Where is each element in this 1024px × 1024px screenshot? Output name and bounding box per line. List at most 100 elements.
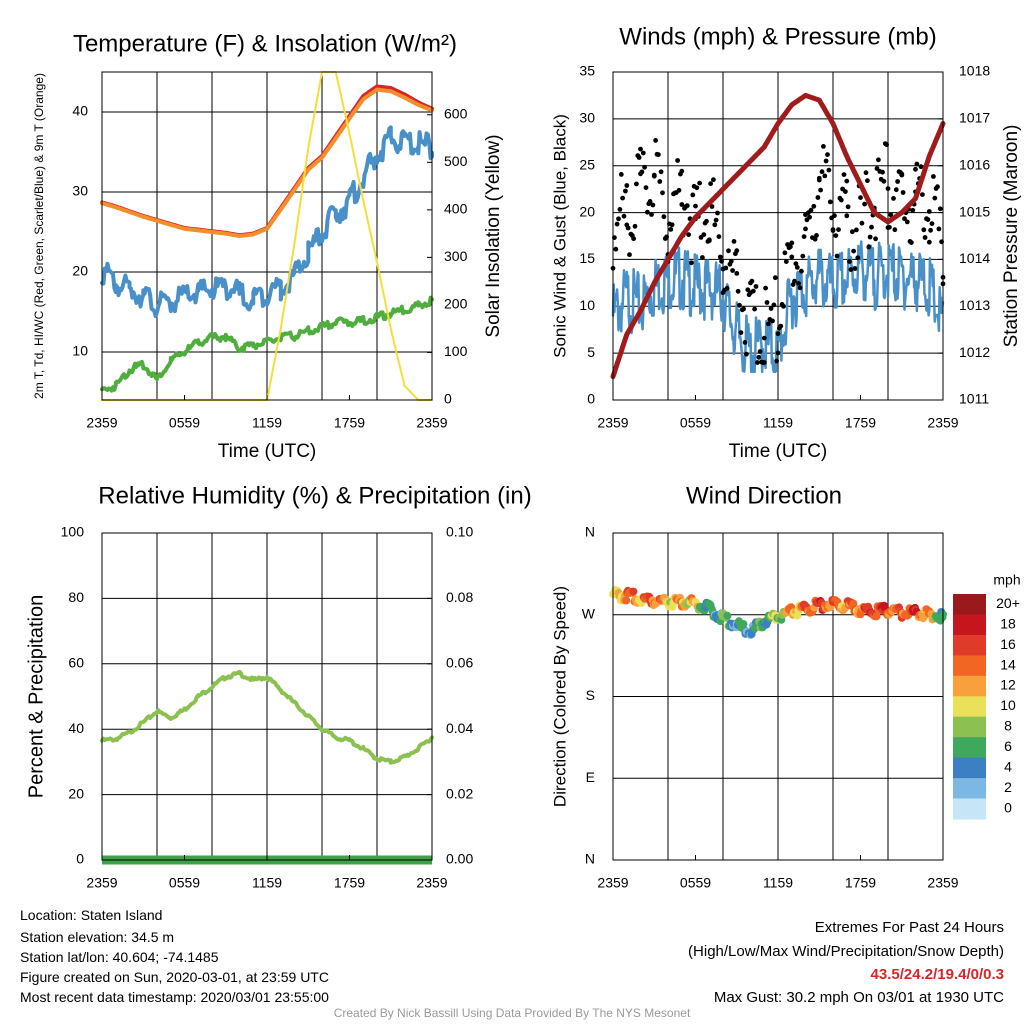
y-tick-label: 30	[72, 183, 88, 199]
gust-point	[781, 303, 786, 309]
gust-point	[834, 253, 840, 259]
gust-point	[642, 164, 647, 170]
info-location: Location: Staten Island	[20, 907, 163, 923]
gust-point	[763, 285, 768, 291]
gust-point	[761, 360, 767, 365]
x-tick-label: 2359	[86, 415, 117, 431]
gust-point	[832, 213, 837, 219]
colorbar-label: 16	[1000, 636, 1016, 652]
direction-point	[872, 612, 881, 621]
gust-point	[789, 254, 795, 260]
gust-point	[800, 253, 806, 259]
colorbar-swatch	[953, 716, 986, 738]
gust-point	[717, 254, 723, 260]
gust-point	[895, 179, 900, 184]
x-tick-label: 0559	[680, 875, 711, 891]
y-tick-label: 10	[579, 297, 595, 313]
x-tick-label: 2359	[416, 415, 447, 431]
y2-tick-label: 0.02	[446, 785, 473, 801]
colorbar-label: 0	[1004, 799, 1012, 815]
gust-point	[844, 213, 850, 219]
gust-point	[711, 177, 716, 183]
gust-point	[836, 227, 841, 233]
gust-point	[645, 209, 650, 215]
gust-point	[914, 161, 920, 167]
chart-title: Temperature (F) & Insolation (W/m²)	[73, 30, 457, 57]
gust-point	[771, 302, 777, 308]
x-tick-label: 1759	[845, 875, 876, 891]
gust-point	[757, 349, 763, 354]
y2-axis-label: Station Pressure (Maroon)	[1001, 125, 1022, 348]
gust-point	[783, 259, 789, 264]
y2-tick-label: 1017	[959, 110, 990, 126]
gust-point	[849, 229, 855, 235]
gust-point	[669, 222, 675, 228]
gust-point	[823, 158, 829, 164]
colorbar-swatch	[953, 696, 986, 718]
x-tick-label: 0559	[169, 415, 200, 431]
gust-point	[852, 266, 858, 271]
gust-point	[658, 169, 664, 175]
y2-tick-label: 0	[444, 391, 452, 407]
y2-tick-label: 1013	[959, 297, 990, 313]
gust-point	[821, 144, 826, 149]
gust-point	[867, 234, 873, 240]
gust-point	[827, 199, 833, 205]
colorbar-swatch	[953, 737, 986, 759]
gust-point	[649, 212, 654, 217]
y-tick-label: 60	[68, 655, 84, 671]
colorbar-label: 8	[1004, 718, 1012, 734]
gust-point	[617, 207, 623, 212]
gust-point	[701, 232, 707, 238]
gust-point	[664, 234, 669, 240]
colorbar-swatch	[953, 757, 986, 779]
direction-point	[723, 611, 732, 620]
gust-point	[793, 261, 799, 267]
gust-point	[766, 321, 771, 327]
gust-point	[865, 178, 870, 184]
gust-point	[772, 275, 778, 281]
gust-point	[862, 201, 867, 207]
x-tick-label: 1159	[763, 875, 793, 891]
colorbar-label: 2	[1004, 779, 1012, 795]
chart-title: Relative Humidity (%) & Precipitation (i…	[98, 482, 531, 509]
gust-point	[753, 284, 759, 289]
colorbar-swatch	[953, 634, 986, 656]
gust-point	[676, 187, 682, 193]
x-tick-label: 1759	[334, 875, 365, 891]
gust-point	[797, 285, 803, 291]
gust-point	[638, 146, 643, 152]
gust-point	[770, 318, 775, 324]
gust-point	[643, 185, 649, 191]
y2-tick-label: 1018	[959, 63, 990, 79]
gust-point	[697, 180, 702, 186]
x-tick-label: 2359	[927, 415, 958, 431]
series-line	[100, 295, 434, 393]
extremes-title: Extremes For Past 24 Hours	[814, 919, 1004, 936]
gust-point	[932, 195, 938, 201]
y2-tick-label: 0.06	[446, 655, 473, 671]
x-tick-label: 1759	[845, 415, 876, 431]
gust-point	[910, 207, 916, 213]
y2-tick-label: 1016	[959, 156, 990, 172]
y-tick-label: N	[585, 851, 595, 867]
gust-point	[807, 214, 812, 220]
gust-point	[713, 217, 719, 223]
gust-point	[884, 142, 889, 148]
gust-point	[928, 227, 933, 233]
gust-point	[650, 202, 656, 208]
y-tick-label: 5	[587, 344, 595, 360]
gust-point	[899, 172, 905, 178]
gust-point	[841, 172, 847, 178]
gust-point	[848, 267, 854, 272]
gust-point	[704, 218, 709, 224]
info-latlon: Station lat/lon: 40.604; -74.1485	[20, 949, 219, 965]
gust-point	[922, 235, 928, 240]
gust-point	[775, 331, 781, 337]
gust-point	[778, 323, 784, 329]
gust-point	[653, 138, 658, 143]
y2-tick-label: 200	[444, 296, 468, 312]
series-line	[100, 125, 434, 319]
gust-point	[768, 306, 774, 311]
